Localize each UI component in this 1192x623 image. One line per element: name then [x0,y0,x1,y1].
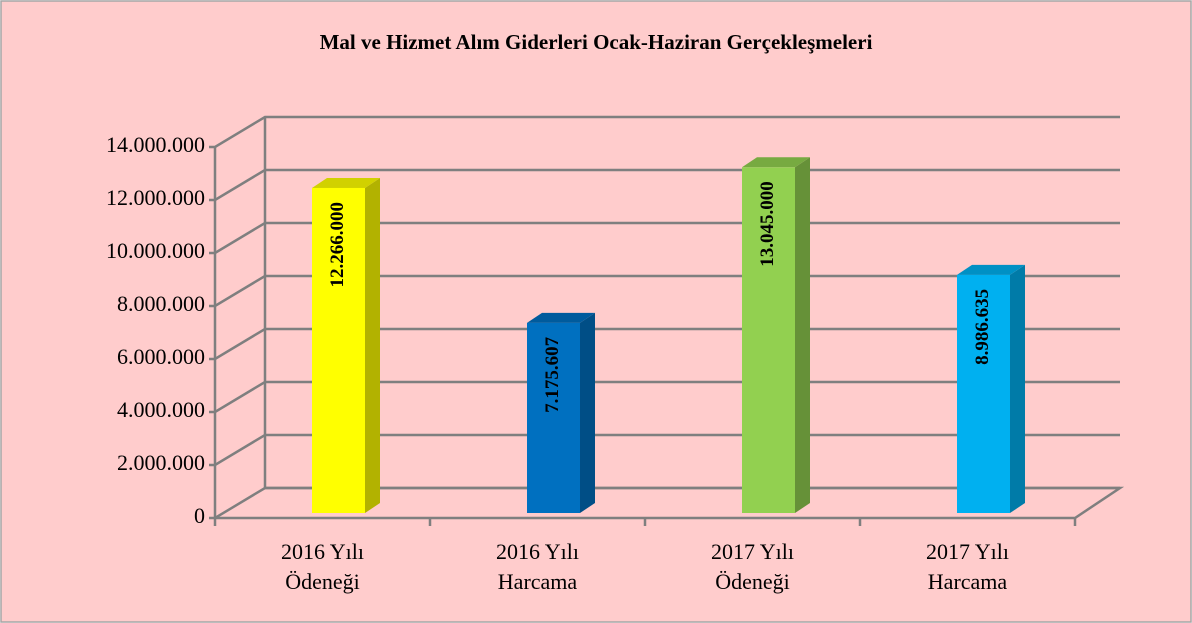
y-tick-label: 10.000.000 [106,238,205,263]
x-tick-label: 2017 Yılı Ödeneği [711,539,794,594]
bar-top [957,264,1025,275]
grid-line [209,327,1120,361]
value-label: 8.986.635 [972,289,993,365]
grid-line [209,380,1120,414]
bar-side [795,157,810,513]
value-label: 12.266.000 [327,202,348,287]
bar-side [1010,264,1025,513]
bar [312,187,365,514]
y-tick-label: 0 [194,503,205,528]
y-tick-label: 12.000.000 [106,185,205,210]
bar [742,167,795,513]
x-tick-label: 2017 Yılı Harcama [926,539,1009,594]
bar [527,322,580,513]
y-tick-label: 14.000.000 [106,132,205,157]
value-label: 7.175.607 [542,336,563,413]
bar-top [742,157,810,168]
grid-line [209,274,1120,308]
grid-line [209,115,1120,149]
grid-line [209,168,1120,202]
grid-line [209,221,1120,255]
value-label: 13.045.000 [757,181,778,267]
x-tick-label: 2016 Yılı Ödeneği [281,539,364,594]
y-tick-label: 2.000.000 [117,450,205,475]
y-tick-label: 6.000.000 [117,344,205,369]
grid-line [209,433,1120,467]
bar [957,274,1010,513]
x-tick-label: 2016 Yılı Harcama [496,539,579,594]
y-tick-label: 4.000.000 [117,397,205,422]
bar-top [312,177,380,188]
chart-title: Mal ve Hizmet Alım Giderleri Ocak-Hazira… [320,30,873,54]
y-tick-label: 8.000.000 [117,291,205,316]
bar-top [527,312,595,323]
bar-side [580,312,595,513]
bar-side [365,177,380,514]
